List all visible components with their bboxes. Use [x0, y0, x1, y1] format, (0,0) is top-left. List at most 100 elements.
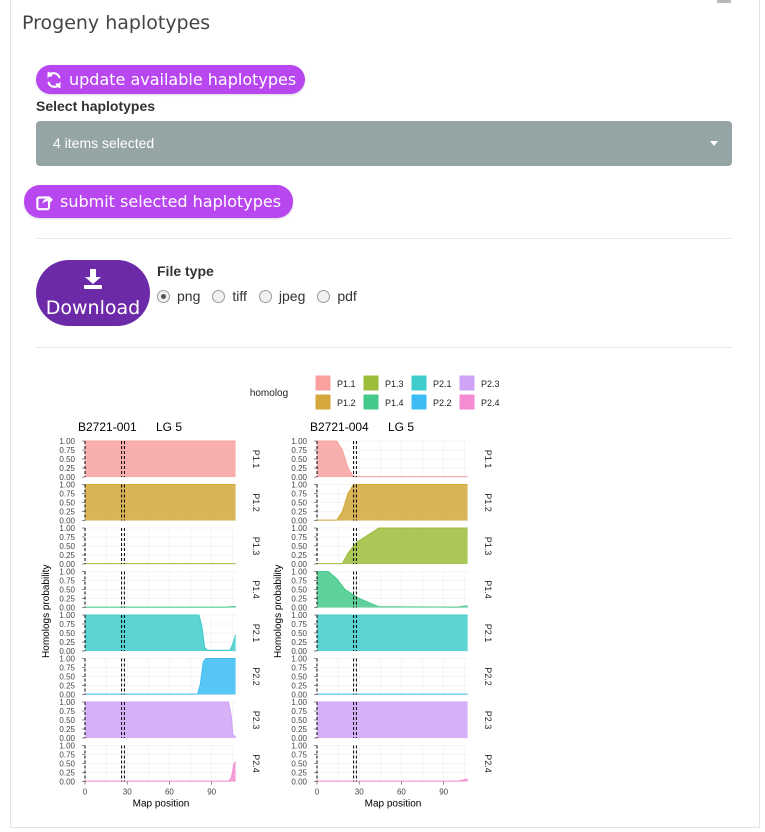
- legend-key: [362, 393, 380, 411]
- y-tick-label: 0.50: [291, 542, 307, 551]
- legend-key: [410, 374, 428, 392]
- submit-button-label: submit selected haplotypes: [60, 192, 282, 211]
- y-tick-label: 0.00: [291, 473, 307, 482]
- y-tick-label: 0.00: [291, 517, 307, 526]
- y-tick-label: 0.50: [291, 455, 307, 464]
- area-P1-1: [85, 441, 236, 477]
- legend-label: P1.1: [337, 379, 356, 389]
- y-tick-label: 0.75: [59, 533, 75, 542]
- file-type-label: File type: [157, 263, 214, 279]
- legend-key: [458, 374, 476, 392]
- radio-button[interactable]: [317, 289, 331, 303]
- collapse-icon[interactable]: [717, 0, 731, 3]
- facet-label: P1.1: [251, 450, 261, 469]
- area-P2-1: [317, 615, 468, 651]
- line-P1-2: [317, 484, 468, 521]
- y-tick-label: 0.50: [59, 673, 75, 682]
- y-tick-label: 0.00: [291, 734, 307, 743]
- divider: [36, 238, 732, 239]
- y-tick-label: 0.00: [59, 778, 75, 787]
- legend-key: [314, 393, 332, 411]
- facet-label: P1.4: [251, 580, 261, 599]
- line-P1-4: [317, 571, 468, 608]
- y-tick-label: 1.00: [59, 742, 75, 751]
- radio-label: jpeg: [278, 288, 306, 304]
- line-P2-1: [85, 614, 237, 651]
- y-tick-label: 0.00: [291, 691, 307, 700]
- y-tick-label: 0.00: [291, 778, 307, 787]
- y-tick-label: 1.00: [291, 698, 307, 707]
- y-tick-label: 0.50: [291, 760, 307, 769]
- x-tick-label: 60: [397, 788, 406, 797]
- y-tick-label: 0.50: [59, 499, 75, 508]
- radio-jpeg[interactable]: jpeg: [258, 288, 306, 304]
- y-tick-label: 1.00: [291, 742, 307, 751]
- y-tick-label: 0.50: [291, 629, 307, 638]
- y-tick-label: 1.00: [291, 568, 307, 577]
- y-tick-label: 0.75: [291, 751, 307, 760]
- radio-label: png: [177, 288, 201, 304]
- line-P2-2: [85, 658, 236, 695]
- panel-title: Progeny haplotypes: [22, 12, 211, 34]
- facet-label: P1.2: [483, 493, 493, 512]
- radio-button[interactable]: [157, 289, 170, 303]
- panel-individual: B2721-001: [78, 420, 137, 434]
- y-tick-label: 0.75: [291, 577, 307, 586]
- y-tick-label: 0.75: [59, 620, 75, 629]
- caret-down-icon: [710, 141, 718, 146]
- x-tick-label: 60: [165, 788, 174, 797]
- y-tick-label: 0.75: [59, 664, 75, 673]
- area-P2-1: [85, 615, 236, 651]
- x-tick-label: 0: [315, 788, 320, 797]
- y-tick-label: 0.50: [59, 716, 75, 725]
- update-haplotypes-button[interactable]: update available haplotypes: [36, 65, 306, 94]
- panel-individual: B2721-004: [310, 420, 369, 434]
- y-tick-label: 0.25: [291, 725, 307, 734]
- radio-png[interactable]: png: [157, 288, 200, 304]
- haplotype-probability-chart: homolog P1.1 P1.2 P1.3 P1.4 P2.1 P2.2 P2.3 P2.4 B…: [41, 374, 500, 810]
- y-tick-label: 0.75: [291, 490, 307, 499]
- line-P2-3: [85, 701, 236, 738]
- legend-label: P2.3: [481, 379, 500, 389]
- facet-label: P2.2: [483, 667, 493, 686]
- facet-label: P2.4: [483, 754, 493, 773]
- y-tick-label: 0.75: [291, 533, 307, 542]
- y-tick-label: 0.25: [59, 725, 75, 734]
- update-button-label: update available haplotypes: [69, 70, 297, 89]
- y-tick-label: 0.25: [291, 682, 307, 691]
- area-P1-1: [317, 441, 468, 477]
- y-tick-label: 0.25: [59, 682, 75, 691]
- radio-button[interactable]: [258, 289, 272, 303]
- radio-pdf[interactable]: pdf: [317, 288, 357, 304]
- x-tick-label: 0: [83, 788, 88, 797]
- y-tick-label: 0.00: [291, 560, 307, 569]
- radio-button[interactable]: [212, 289, 226, 303]
- radio-tiff[interactable]: tiff: [212, 288, 247, 304]
- y-tick-label: 0.25: [291, 595, 307, 604]
- x-tick-label: 90: [207, 788, 216, 797]
- haplotype-select[interactable]: 4 items selected: [36, 121, 732, 166]
- divider: [36, 347, 732, 348]
- y-tick-label: 0.25: [59, 464, 75, 473]
- facet-label: P1.4: [483, 580, 493, 599]
- y-tick-label: 0.00: [59, 473, 75, 482]
- legend-title: homolog: [250, 388, 288, 399]
- facet-label: P2.2: [251, 667, 261, 686]
- y-tick-label: 0.00: [59, 647, 75, 656]
- y-axis-label: Homologs probability: [41, 565, 52, 658]
- area-P2-3: [85, 702, 236, 738]
- legend-key: [458, 393, 476, 411]
- y-tick-label: 0.50: [59, 760, 75, 769]
- y-tick-label: 1.00: [59, 524, 75, 533]
- y-tick-label: 0.00: [59, 691, 75, 700]
- select-value: 4 items selected: [53, 135, 155, 151]
- x-axis-label: Map position: [365, 799, 422, 810]
- y-tick-label: 0.75: [59, 577, 75, 586]
- y-tick-label: 0.75: [59, 446, 75, 455]
- download-button[interactable]: Download: [36, 260, 150, 326]
- y-tick-label: 0.75: [59, 490, 75, 499]
- submit-haplotypes-button[interactable]: submit selected haplotypes: [24, 185, 294, 218]
- panel-linkage-group: LG 5: [156, 420, 182, 434]
- x-tick-label: 30: [355, 788, 364, 797]
- y-tick-label: 1.00: [291, 655, 307, 664]
